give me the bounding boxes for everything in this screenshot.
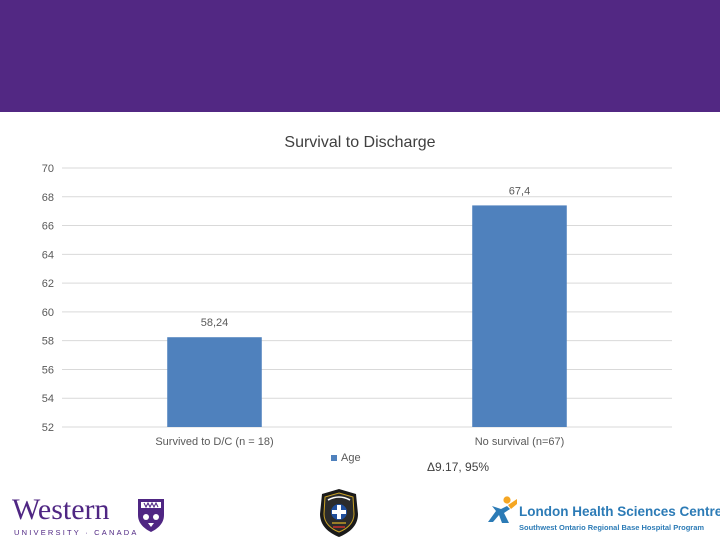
bar xyxy=(167,337,262,427)
lhsc-name: London Health Sciences Centre xyxy=(519,504,720,519)
y-tick-label: 66 xyxy=(42,221,54,233)
western-crest-icon xyxy=(138,499,164,532)
legend-swatch xyxy=(331,455,337,461)
y-tick-label: 62 xyxy=(42,278,54,290)
y-tick-label: 58 xyxy=(42,336,54,348)
western-wordmark: Western xyxy=(12,493,110,526)
y-tick-label: 70 xyxy=(42,163,54,175)
legend-label: Age xyxy=(341,452,361,464)
lhsc-logo: London Health Sciences Centre Southwest … xyxy=(488,496,720,538)
delta-annotation: Δ9.17, 95% xyxy=(427,460,490,474)
y-tick-label: 64 xyxy=(42,249,54,261)
lhsc-subtitle: Southwest Ontario Regional Base Hospital… xyxy=(519,523,705,532)
western-subtitle: UNIVERSITY · CANADA xyxy=(14,528,139,537)
chart-legend: Age xyxy=(331,452,361,464)
header-band xyxy=(0,0,720,112)
lhsc-figure-icon xyxy=(488,496,517,523)
x-tick-label: Survived to D/C (n = 18) xyxy=(155,436,273,448)
data-label: 58,24 xyxy=(201,317,229,329)
x-tick-label: No survival (n=67) xyxy=(475,436,565,448)
ems-badge-icon xyxy=(320,489,358,537)
bar xyxy=(472,205,567,427)
y-tick-label: 60 xyxy=(42,307,54,319)
y-tick-label: 54 xyxy=(42,393,54,405)
chart-title: Survival to Discharge xyxy=(284,134,436,151)
y-tick-label: 56 xyxy=(42,364,54,376)
data-label: 67,4 xyxy=(509,185,530,197)
western-university-logo: Western UNIVERSITY · CANADA xyxy=(12,495,172,540)
y-tick-label: 52 xyxy=(42,422,54,434)
y-tick-label: 68 xyxy=(42,192,54,204)
